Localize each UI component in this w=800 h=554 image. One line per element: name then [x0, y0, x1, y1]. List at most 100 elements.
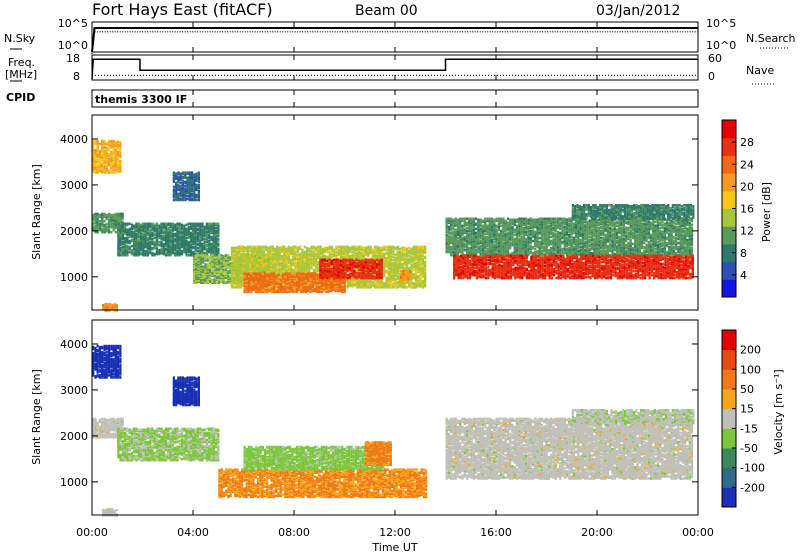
power-cell [126, 249, 129, 253]
power-cell [110, 224, 113, 228]
power-cell [387, 249, 390, 253]
power-cell [224, 264, 227, 267]
power-cell [240, 245, 243, 249]
power-cell [292, 261, 295, 265]
power-cell [197, 279, 200, 282]
power-cell [220, 272, 223, 275]
power-cell [193, 271, 196, 274]
power-cell [196, 249, 199, 253]
power-cell [252, 265, 255, 268]
power-cell [249, 252, 252, 256]
power-cell [121, 212, 124, 216]
power-cell [414, 276, 418, 280]
power-cell [199, 229, 202, 233]
power-cell [107, 223, 111, 227]
power-cell [98, 228, 101, 232]
power-cell [403, 252, 406, 256]
power-cell [142, 232, 145, 236]
power-cell [253, 245, 256, 249]
power-cell [98, 142, 101, 146]
power-cell [250, 285, 253, 289]
power-cell [191, 175, 194, 179]
power-cell [246, 249, 249, 253]
power-cell [349, 281, 352, 284]
power-cell [367, 245, 370, 249]
power-cell [317, 245, 320, 249]
power-cell [403, 257, 406, 261]
power-cell [114, 212, 117, 216]
power-cell [184, 189, 187, 193]
power-cell [165, 244, 168, 248]
power-cell [243, 272, 246, 275]
power-cell [158, 232, 161, 236]
power-cell [265, 266, 268, 270]
power-cell [294, 245, 297, 249]
power-cell [335, 253, 338, 257]
power-cell [186, 179, 189, 183]
power-cell [92, 152, 95, 156]
power-cell [294, 268, 297, 272]
power-cell [205, 228, 209, 232]
power-cell [105, 148, 108, 152]
power-cell [315, 257, 318, 261]
power-cell [215, 233, 218, 237]
power-cell [424, 245, 427, 249]
power-cell [330, 245, 334, 249]
power-cell [151, 233, 154, 237]
power-cell [285, 249, 288, 253]
power-cell [326, 250, 329, 254]
power-cell [114, 225, 117, 229]
power-cell [183, 228, 186, 232]
power-cell [194, 222, 197, 226]
power-cell [184, 180, 187, 184]
power-cell [376, 249, 379, 253]
power-cell [124, 239, 127, 243]
nave-label: Nave [746, 64, 774, 77]
station-title: Fort Hays East (fitACF) [92, 0, 273, 19]
freq-line [91, 58, 698, 80]
power-cell [137, 252, 140, 256]
power-cell [259, 287, 262, 291]
power-cell [296, 269, 299, 273]
power-cell [255, 261, 259, 265]
power-cell [230, 281, 234, 284]
power-cell [201, 222, 204, 226]
power-cell [360, 245, 363, 249]
power-cell [230, 246, 234, 250]
power-cell [128, 235, 131, 239]
power-cell [149, 245, 152, 249]
power-cell [175, 184, 178, 188]
power-cell [117, 140, 120, 144]
power-cell [237, 281, 240, 284]
power-cell [117, 241, 120, 245]
power-cell [213, 276, 216, 279]
power-cell [177, 171, 180, 174]
power-cell [305, 268, 309, 272]
power-cell [215, 259, 218, 262]
power-cell [105, 146, 108, 150]
power-cell [105, 165, 108, 168]
power-cell [280, 254, 284, 258]
power-cell [149, 251, 152, 255]
power-cell [285, 286, 288, 289]
power-cell [96, 222, 99, 226]
power-cell [215, 239, 218, 243]
power-cell [103, 165, 106, 168]
power-cell [117, 243, 120, 247]
power-cell [146, 253, 149, 257]
power-cell [389, 284, 393, 287]
power-cell [121, 240, 124, 244]
power-cell [235, 248, 238, 252]
power-cell [160, 237, 163, 241]
power-cell [135, 251, 138, 255]
power-cell [215, 229, 218, 233]
power-cell [101, 160, 104, 163]
power-cell [230, 265, 234, 269]
power-cell [389, 262, 393, 266]
power-cell [249, 286, 252, 289]
power-cell [403, 285, 406, 288]
power-cell [240, 263, 243, 266]
power-cell [312, 245, 315, 249]
power-cell [195, 179, 198, 183]
power-cell [101, 163, 104, 166]
